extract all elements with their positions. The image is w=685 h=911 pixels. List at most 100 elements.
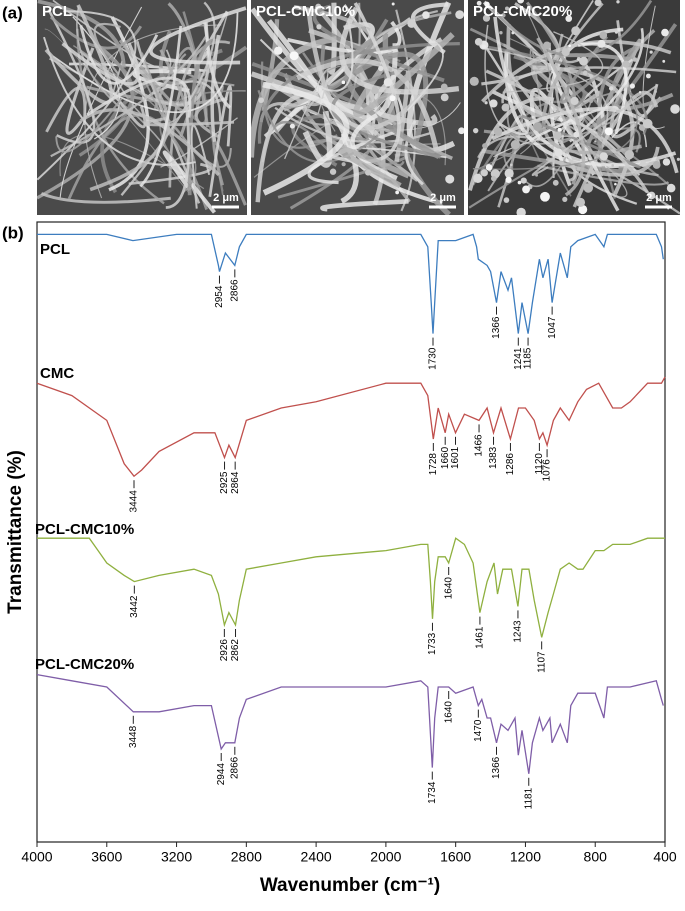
fiber [72,45,197,194]
peak-label: 1383 [488,446,499,469]
peak-label: 2864 [230,471,241,494]
particle [662,59,666,63]
fiber [597,46,636,171]
series-label: PCL-CMC20% [35,656,134,673]
peak-label: 1107 [536,651,547,673]
fiber [284,69,329,160]
particle [608,86,614,91]
fiber [521,114,641,169]
peak-label: 2926 [219,639,230,662]
peak-label: 1734 [427,781,438,804]
particle [440,93,449,102]
particle [543,41,551,50]
peak-label: 1461 [475,626,486,649]
particle [389,95,396,102]
particle [371,86,379,95]
particle [315,3,322,10]
particle [552,179,559,186]
particle [517,180,522,185]
fiber [251,7,398,121]
particle [501,13,506,18]
fiber [559,35,609,104]
particle [561,48,570,57]
spectrum-line [36,376,666,478]
fiber [406,39,444,111]
particle [378,65,384,72]
particle [614,182,617,186]
peak-label: 1286 [505,453,516,476]
particle [274,46,283,55]
fiber [491,107,679,174]
fiber [251,36,337,158]
particle [570,96,579,106]
particle [472,127,479,134]
fiber [287,20,402,55]
fiber [165,83,191,209]
fiber [541,67,642,155]
particle [533,122,543,132]
particle [594,0,602,7]
particle [517,0,525,4]
peak-label: 1047 [547,316,558,339]
x-tick-label: 400 [653,849,677,865]
peak-label: 2862 [230,639,241,662]
particle [611,164,615,167]
particle [341,80,346,85]
fiber [320,199,409,212]
particle [571,26,581,36]
particle [485,164,493,171]
plot-frame [36,221,666,843]
fiber [404,120,424,186]
fiber [260,61,338,149]
particle [642,118,653,129]
particle [534,61,537,64]
peak-label: 1733 [427,632,438,655]
peak-label: 2954 [214,285,225,308]
particle [604,127,613,136]
particle [632,173,636,177]
x-tick-label: 2400 [301,849,332,865]
particle [573,131,579,138]
particle [578,204,588,215]
particle [510,140,520,150]
x-tick-label: 2000 [370,849,401,865]
fiber [261,19,280,112]
particle [484,1,490,8]
fiber [339,6,460,95]
peak-label: 1241 [513,347,524,370]
particle [647,191,656,200]
particle [490,175,497,182]
particle [562,196,568,202]
fiber [545,146,660,177]
particle [589,99,594,104]
panel-label: (a) [2,3,23,22]
particle [484,101,488,105]
fiber [149,80,222,122]
fiber [502,31,604,93]
fiber [531,84,659,177]
particle [640,160,647,168]
particle [458,127,464,135]
peak-label: 1243 [513,620,524,643]
fiber [162,150,217,214]
scale-label: 2 μm [213,192,239,204]
particle [422,11,430,19]
peak-label: 1366 [491,756,502,779]
fiber [93,22,121,76]
peak-label: 2866 [229,756,240,779]
particle [511,31,515,35]
peak-label: 1640 [443,577,454,600]
fiber [572,90,659,208]
peak-label: 1728 [428,453,439,476]
peak-label: 1366 [491,316,502,339]
particle [493,127,503,136]
particle [474,38,483,46]
fiber [61,42,140,86]
fiber [65,47,95,135]
fiber [519,9,552,155]
fiber [45,86,87,133]
particle [555,109,559,113]
peak-label: 1601 [450,446,461,469]
series-label: PCL [40,241,70,258]
spectrum-line [36,673,664,774]
